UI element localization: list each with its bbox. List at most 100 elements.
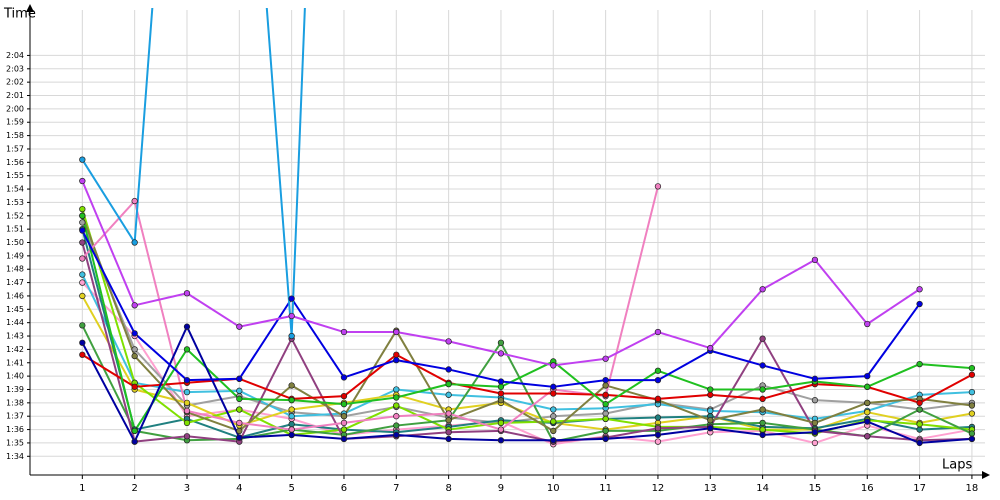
point [759, 386, 766, 393]
point [916, 439, 923, 447]
point [288, 312, 295, 320]
point [236, 375, 243, 382]
point [183, 399, 191, 406]
point [183, 389, 191, 396]
point [759, 426, 766, 433]
point [340, 401, 348, 408]
point [916, 421, 923, 428]
point [393, 386, 400, 393]
point [340, 374, 348, 381]
point [183, 433, 191, 440]
point [602, 410, 609, 417]
point [968, 435, 976, 443]
series-line [81, 186, 659, 431]
point [79, 227, 86, 234]
point [968, 371, 976, 378]
point [707, 391, 714, 398]
series-line [81, 215, 972, 432]
point [654, 431, 662, 439]
point [864, 409, 871, 416]
point [79, 212, 86, 219]
point [550, 413, 557, 420]
point [131, 383, 138, 390]
point [236, 395, 243, 402]
point [236, 434, 243, 441]
point [393, 402, 400, 409]
point [288, 382, 295, 389]
x-tick-label: 12 [652, 483, 665, 494]
point [759, 286, 766, 293]
point [811, 397, 819, 404]
point [79, 239, 86, 246]
point [288, 426, 295, 433]
x-axis-arrow [982, 471, 990, 479]
point [183, 376, 191, 384]
x-tick-label: 15 [809, 483, 822, 494]
y-tick-label: 2:03 [6, 64, 24, 73]
point [340, 435, 348, 443]
point [550, 437, 557, 444]
point [654, 328, 662, 336]
x-tick-label: 3 [184, 483, 190, 494]
point [916, 406, 923, 413]
point [393, 413, 400, 420]
point [602, 401, 609, 408]
point [445, 380, 452, 388]
y-tick-label: 2:00 [6, 104, 24, 113]
point [707, 386, 714, 393]
point [550, 406, 557, 413]
point [79, 177, 86, 185]
point [131, 352, 138, 360]
y-tick-label: 1:51 [6, 225, 24, 234]
x-tick-label: 17 [913, 483, 926, 494]
point [131, 438, 138, 445]
point [550, 362, 557, 369]
point [759, 362, 766, 369]
x-tick-label: 1 [79, 483, 85, 494]
point [759, 335, 766, 342]
point [602, 427, 609, 435]
point [79, 255, 86, 262]
point [393, 356, 400, 364]
point [916, 286, 923, 293]
point [79, 351, 86, 358]
x-tick-label: 8 [445, 483, 451, 494]
point [497, 426, 505, 433]
point [288, 421, 295, 428]
y-tick-label: 1:36 [6, 425, 24, 434]
point [550, 390, 557, 397]
y-tick-label: 1:40 [6, 372, 24, 381]
point [916, 426, 923, 433]
point [393, 394, 400, 401]
point [79, 279, 86, 286]
point [968, 430, 976, 437]
series-line [81, 222, 973, 424]
point [497, 339, 505, 346]
point [340, 328, 348, 336]
y-tick-label: 1:44 [6, 318, 24, 327]
point [811, 439, 819, 447]
point [131, 197, 138, 205]
point [79, 322, 86, 329]
x-tick-label: 16 [861, 483, 874, 494]
y-tick-label: 1:41 [6, 358, 24, 367]
series-line [81, 215, 973, 432]
point [707, 425, 714, 432]
point [916, 360, 923, 368]
point [79, 219, 86, 226]
y-tick-label: 1:49 [6, 251, 24, 260]
point [864, 320, 871, 328]
point [864, 433, 871, 440]
x-tick-label: 9 [498, 483, 504, 494]
x-tick-label: 5 [288, 483, 294, 494]
point [79, 205, 86, 213]
y-tick-label: 1:52 [6, 211, 24, 220]
point [131, 346, 138, 353]
point [445, 391, 452, 398]
point [393, 422, 400, 429]
point [497, 437, 505, 444]
point [445, 366, 452, 373]
point [654, 395, 662, 402]
point [497, 383, 505, 390]
